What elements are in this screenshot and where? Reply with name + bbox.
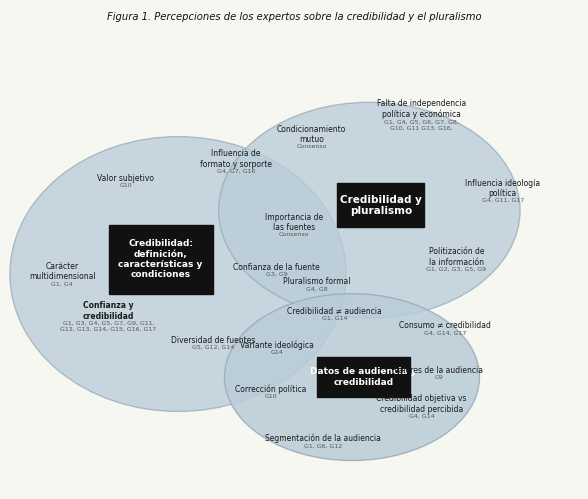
Text: Datos de audiencia y
credibilidad: Datos de audiencia y credibilidad: [310, 367, 417, 387]
Text: Influencia ideología
política: Influencia ideología política: [465, 179, 540, 198]
Text: Condicionamiento
mutuo: Condicionamiento mutuo: [277, 125, 346, 144]
Text: Consumo ≠ credibilidad: Consumo ≠ credibilidad: [399, 321, 490, 330]
Text: Valores de la audiencia: Valores de la audiencia: [395, 366, 483, 375]
Text: G14: G14: [270, 350, 283, 355]
Text: G1, G4: G1, G4: [51, 281, 73, 286]
Text: Influencia de
formato y sorporte: Influencia de formato y sorporte: [200, 149, 272, 169]
Text: G1, G3, G4, G5, G7, G9, G11,
G12, G13, G14, G15, G16, G17: G1, G3, G4, G5, G7, G9, G11, G12, G13, G…: [61, 321, 156, 331]
Text: G10: G10: [265, 394, 277, 399]
Text: Corrección política: Corrección política: [235, 385, 306, 394]
Text: G1, G6, G12: G1, G6, G12: [304, 443, 342, 448]
Text: Carácter
multidimensional: Carácter multidimensional: [29, 262, 95, 281]
Text: G9: G9: [435, 375, 443, 380]
Text: Valor subjetivo: Valor subjetivo: [98, 174, 155, 183]
Text: G10: G10: [119, 183, 132, 188]
Text: Pluralismo formal: Pluralismo formal: [283, 277, 351, 286]
Text: G4, G7, G16: G4, G7, G16: [217, 169, 255, 174]
Ellipse shape: [10, 137, 346, 411]
FancyBboxPatch shape: [338, 183, 425, 228]
Text: Variante ideológica: Variante ideológica: [240, 341, 313, 350]
Text: G3, G9: G3, G9: [266, 271, 288, 276]
Text: Credibilidad ≠ audiencia: Credibilidad ≠ audiencia: [287, 307, 382, 316]
Text: Segmentación de la audiencia: Segmentación de la audiencia: [265, 434, 381, 443]
Text: Credibilidad y
pluralismo: Credibilidad y pluralismo: [340, 195, 422, 216]
Text: Politización de
la información: Politización de la información: [429, 248, 484, 266]
Text: G1, G2, G3, G5, G9: G1, G2, G3, G5, G9: [426, 266, 486, 271]
Text: Credibilidad objetiva vs
credibilidad percibida: Credibilidad objetiva vs credibilidad pe…: [376, 395, 467, 414]
FancyBboxPatch shape: [317, 357, 410, 397]
Ellipse shape: [219, 102, 520, 318]
Text: G4, G11, G17: G4, G11, G17: [482, 198, 524, 203]
Text: Consenso: Consenso: [279, 233, 309, 238]
Ellipse shape: [225, 293, 479, 461]
Text: Credibilidad:
definición,
características y
condiciones: Credibilidad: definición, característica…: [119, 239, 203, 279]
Text: G1, G4, G5, G6, G7, G8,
G10, G11 G13, G16,: G1, G4, G5, G6, G7, G8, G10, G11 G13, G1…: [384, 119, 459, 130]
Text: Figura 1. Percepciones de los expertos sobre la credibilidad y el pluralismo: Figura 1. Percepciones de los expertos s…: [106, 11, 482, 21]
Text: G4, G14, G17: G4, G14, G17: [423, 330, 466, 335]
Text: Consenso: Consenso: [296, 144, 327, 149]
Text: Importancia de
las fuentes: Importancia de las fuentes: [265, 213, 323, 233]
Text: Confianza de la fuente: Confianza de la fuente: [233, 262, 320, 271]
Text: G1, G14: G1, G14: [322, 316, 348, 321]
Text: Falta de independencia
política y económica: Falta de independencia política y económ…: [377, 99, 466, 119]
Text: G5, G12, G14: G5, G12, G14: [192, 345, 234, 350]
Text: G4, G14: G4, G14: [409, 414, 435, 419]
Text: Confianza y
credibilidad: Confianza y credibilidad: [83, 301, 134, 321]
FancyBboxPatch shape: [109, 225, 213, 293]
Text: Diversidad de fuentes: Diversidad de fuentes: [171, 336, 255, 345]
Text: G4, G8: G4, G8: [306, 286, 328, 291]
